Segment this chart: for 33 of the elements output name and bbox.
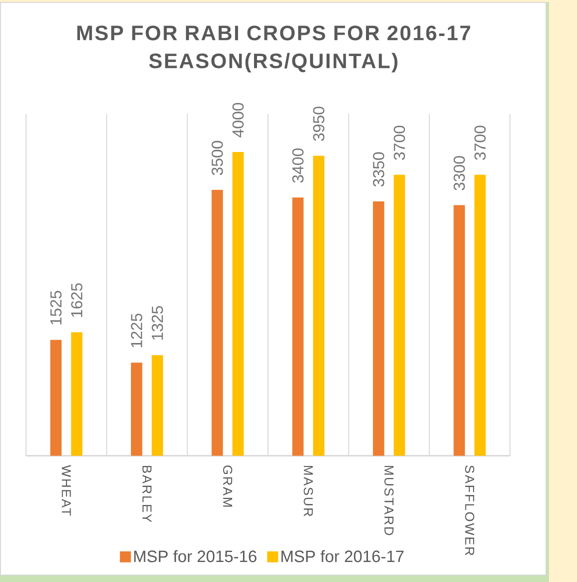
bar [130,362,142,456]
x-tick-label: SAFFLOWER [465,465,474,556]
x-tick-label: MUSTARD [384,466,394,536]
bar [474,174,486,456]
data-label: 3950 [313,106,324,141]
data-label: 3400 [292,148,304,183]
legend-label: MSP for 2015-16 [134,550,256,562]
bar [71,332,82,456]
bar [313,156,324,456]
data-label: 3350 [372,152,384,187]
bar [394,174,406,456]
data-label: 4000 [232,102,244,138]
data-label: 3500 [212,140,223,176]
bar [212,190,223,456]
bar [372,201,384,456]
bar [292,198,304,456]
data-label: 3700 [474,126,486,160]
x-tick-label: MASUR [304,466,313,516]
x-tick-label: WHEAT [62,464,71,516]
data-label: 1325 [152,306,164,340]
x-tick-label: GRAM [223,466,232,507]
bar [232,152,244,456]
data-label: 1625 [71,283,82,317]
data-label: 1225 [130,314,142,348]
x-tick-label: BARLEY [142,466,152,522]
bar [50,340,62,456]
bar [152,355,164,456]
data-label: 3300 [454,156,465,190]
legend-label: MSP for 2016-17 [281,550,404,562]
data-label: 1525 [50,290,62,324]
chart-title: MSP FOR RABI CROPS FOR 2016-17 SEASON(RS/QUINTAL) [77,26,470,72]
data-label: 3700 [394,126,406,160]
bar [454,205,465,456]
